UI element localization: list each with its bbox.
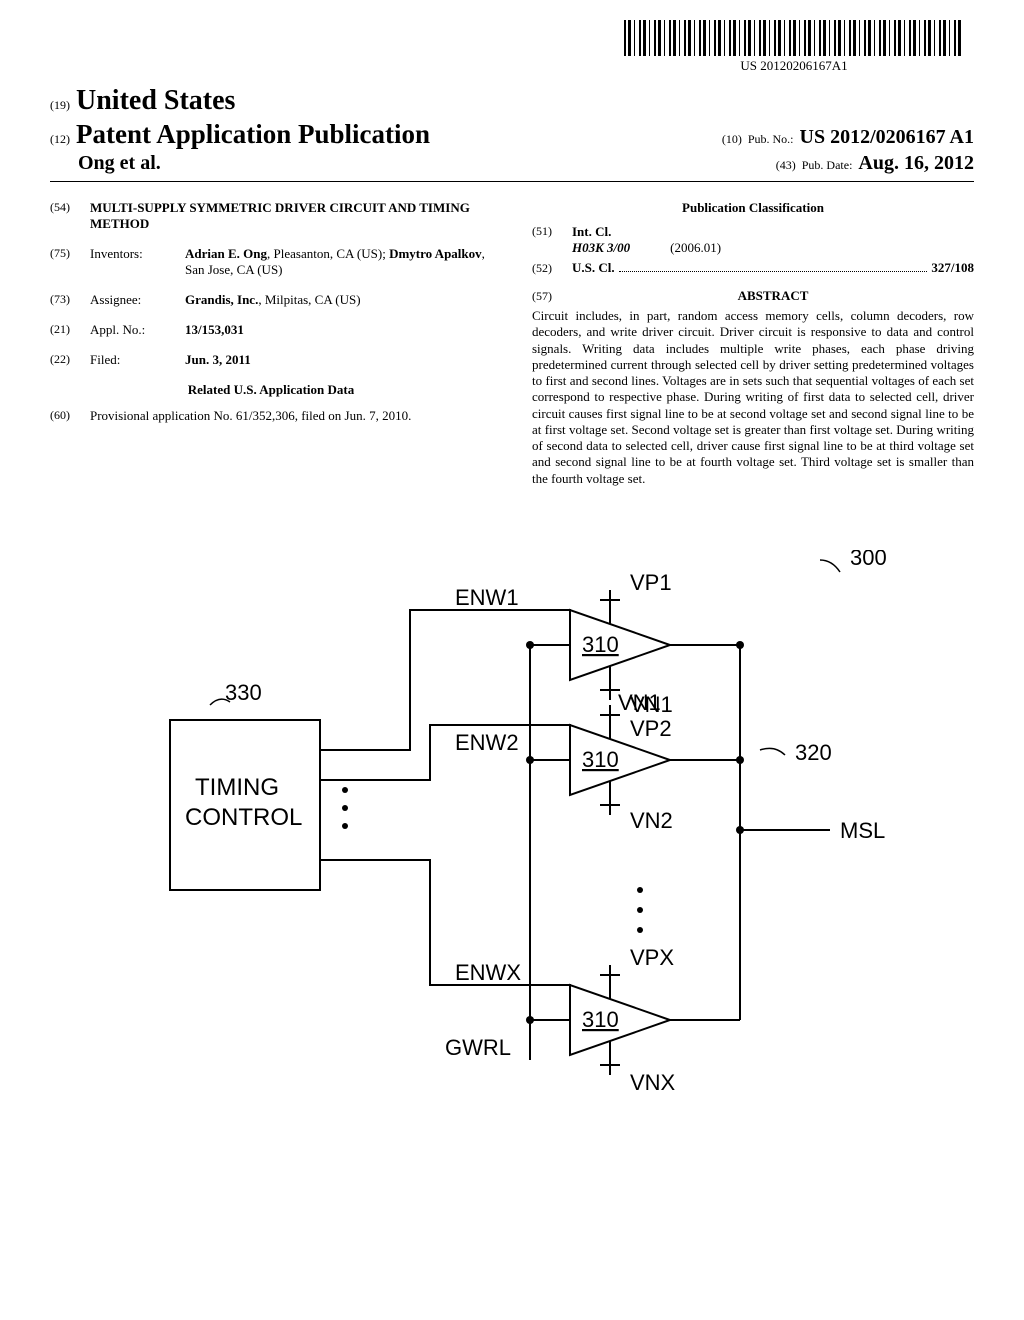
ref-310-1: 310 xyxy=(582,632,619,657)
related-title: Related U.S. Application Data xyxy=(50,382,492,398)
ref-310-2: 310 xyxy=(582,747,619,772)
assignee-name: Grandis, Inc. xyxy=(185,292,258,307)
inventor-1-loc: , Pleasanton, CA (US); xyxy=(267,246,389,261)
intcl-code: H03K 3/00 xyxy=(572,240,630,256)
circuit-diagram-svg: 300 330 320 TIMING CONTROL ENW1 ENW2 ENW… xyxy=(110,550,910,1110)
code-43: (43) xyxy=(776,158,796,173)
provisional: Provisional application No. 61/352,306, … xyxy=(90,408,492,424)
enw2-label: ENW2 xyxy=(455,730,519,755)
authors: Ong et al. xyxy=(78,152,161,174)
code-51: (51) xyxy=(532,224,572,256)
dots-leader xyxy=(619,271,928,272)
inventors-value: Adrian E. Ong, Pleasanton, CA (US); Dmyt… xyxy=(185,246,492,278)
code-57: (57) xyxy=(532,289,572,304)
ref-310-x: 310 xyxy=(582,1007,619,1032)
right-column: Publication Classification (51) Int. Cl.… xyxy=(532,200,974,487)
country: United States xyxy=(76,85,235,117)
lbl-vn2: VN2 xyxy=(630,808,673,833)
leader-320 xyxy=(760,748,785,755)
pub-no-label: Pub. No.: xyxy=(748,132,794,147)
pub-class-title: Publication Classification xyxy=(532,200,974,216)
code-54: (54) xyxy=(50,200,90,232)
leader-300 xyxy=(820,560,840,572)
barcode-icon xyxy=(624,20,964,56)
uscl-label: U.S. Cl. xyxy=(572,260,615,276)
lbl-vpx: VPX xyxy=(630,945,674,970)
code-60: (60) xyxy=(50,408,90,424)
vp1-label: VP1 xyxy=(630,570,672,595)
appl-no: 13/153,031 xyxy=(185,322,492,338)
pub-date-label: Pub. Date: xyxy=(802,158,853,173)
lbl-vp2: VP2 xyxy=(630,716,672,741)
enwx-wire xyxy=(320,860,570,1020)
uscl-value: 327/108 xyxy=(931,260,974,276)
intcl-label: Int. Cl. xyxy=(572,224,721,240)
ref-300: 300 xyxy=(850,550,887,570)
code-12: (12) xyxy=(50,132,70,147)
code-52: (52) xyxy=(532,261,572,276)
inventors-label: Inventors: xyxy=(90,246,185,278)
gwrl-label: GWRL xyxy=(445,1035,511,1060)
invention-title: MULTI-SUPPLY SYMMETRIC DRIVER CIRCUIT AN… xyxy=(90,200,492,232)
code-21: (21) xyxy=(50,322,90,338)
inventor-1: Adrian E. Ong xyxy=(185,246,267,261)
bibliographic-columns: (54) MULTI-SUPPLY SYMMETRIC DRIVER CIRCU… xyxy=(50,200,974,487)
assignee-value: Grandis, Inc., Milpitas, CA (US) xyxy=(185,292,492,308)
control-label: CONTROL xyxy=(185,804,302,831)
lbl-vnx: VNX xyxy=(630,1070,676,1095)
code-75: (75) xyxy=(50,246,90,278)
enw2-wire xyxy=(320,725,570,780)
enw1-wire xyxy=(320,610,570,750)
enw1-label: ENW1 xyxy=(455,585,519,610)
left-column: (54) MULTI-SUPPLY SYMMETRIC DRIVER CIRCU… xyxy=(50,200,492,487)
ref-330: 330 xyxy=(225,680,262,705)
abstract-body: Circuit includes, in part, random access… xyxy=(532,308,974,487)
assignee-loc: , Milpitas, CA (US) xyxy=(258,292,360,307)
abstract-title: ABSTRACT xyxy=(572,288,974,304)
code-22: (22) xyxy=(50,352,90,368)
divider xyxy=(50,181,974,182)
inventor-2: Dmytro Apalkov xyxy=(389,246,482,261)
timing-label: TIMING xyxy=(195,774,279,801)
assignee-label: Assignee: xyxy=(90,292,185,308)
code-10: (10) xyxy=(722,132,742,147)
pub-date: Aug. 16, 2012 xyxy=(858,152,974,175)
filed-date: Jun. 3, 2011 xyxy=(185,352,492,368)
enwx-label: ENWX xyxy=(455,960,521,985)
intcl-date: (2006.01) xyxy=(670,240,721,256)
code-73: (73) xyxy=(50,292,90,308)
barcode-region: US 20120206167A1 xyxy=(624,20,964,74)
pub-no: US 2012/0206167 A1 xyxy=(800,126,974,149)
lbl-msl: MSL xyxy=(840,818,885,843)
filed-label: Filed: xyxy=(90,352,185,368)
code-19: (19) xyxy=(50,98,70,113)
header: (19) United States (12) Patent Applicati… xyxy=(50,85,974,182)
publication-type: Patent Application Publication xyxy=(76,119,430,150)
figure-300: 300 330 320 TIMING CONTROL ENW1 ENW2 ENW… xyxy=(110,550,910,1110)
ref-320: 320 xyxy=(795,740,832,765)
appl-label: Appl. No.: xyxy=(90,322,185,338)
amp1-vn: VN1 xyxy=(618,690,661,715)
barcode-text: US 20120206167A1 xyxy=(624,58,964,74)
